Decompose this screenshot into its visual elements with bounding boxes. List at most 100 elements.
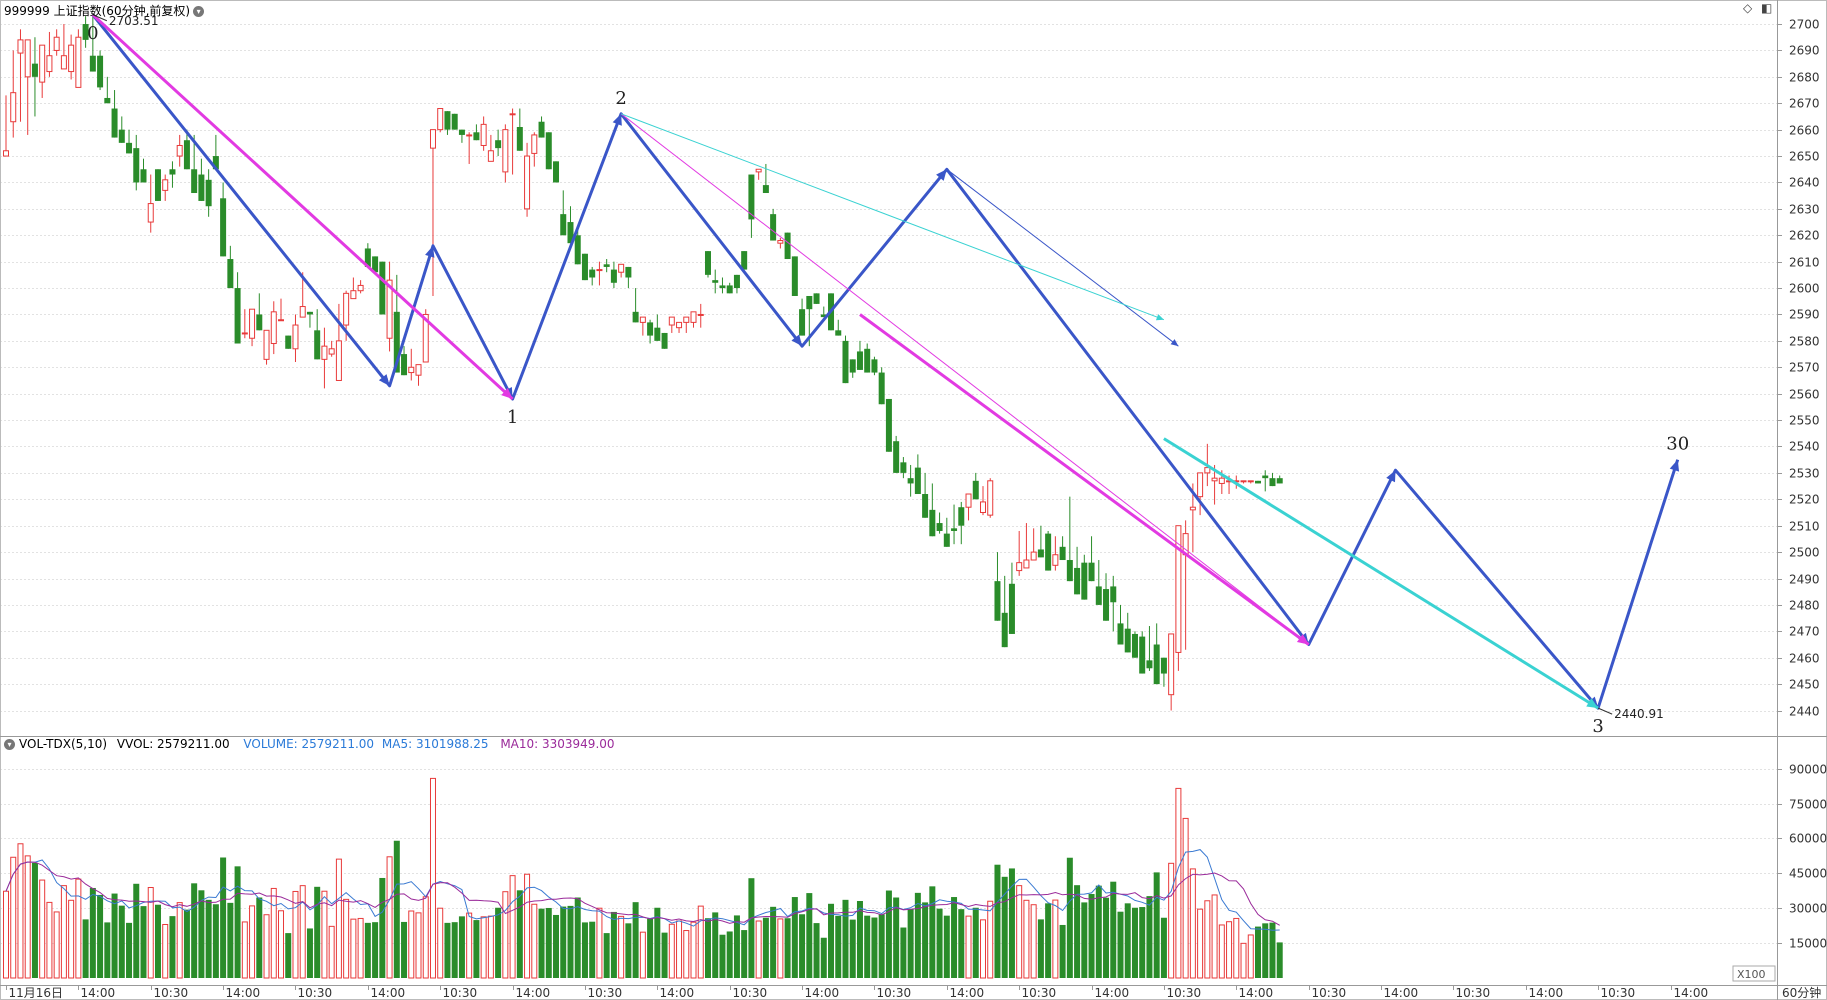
volume-bar (415, 912, 422, 979)
time-tick-label: 10:30 (1601, 986, 1636, 1000)
time-tick-label: 10:30 (1022, 986, 1057, 1000)
candle-body (183, 140, 190, 170)
candle-body (68, 44, 75, 73)
candle-body (212, 156, 219, 170)
candle-body (509, 113, 516, 116)
volume-bar (169, 916, 176, 978)
volume-bar (806, 893, 813, 978)
volume-bar (524, 873, 531, 979)
annotation-pointer (92, 14, 108, 22)
candle-body (495, 140, 502, 149)
candle-body (126, 142, 133, 154)
time-tick-label: 11月16日 (9, 986, 64, 1000)
volume-bar (907, 908, 914, 978)
candle-body (24, 39, 31, 78)
volume-bar (1088, 894, 1095, 978)
volume-bar (1153, 872, 1160, 978)
candle-body (531, 134, 538, 154)
candle-body (1131, 633, 1138, 658)
volume-bar (17, 843, 24, 979)
volume-bar (1103, 897, 1110, 978)
candle-body (3, 150, 9, 157)
volume-bar (958, 909, 965, 978)
volume-bar (60, 885, 67, 979)
volume-tick-label: 15000 (1789, 937, 1827, 951)
price-tick-label: 2440 (1789, 705, 1820, 719)
volume-bar (726, 931, 733, 978)
volume-bar (183, 909, 190, 978)
volume-bar (1255, 926, 1262, 978)
candle-body (951, 528, 958, 531)
candle-body (1240, 480, 1247, 483)
price-tick-label: 2610 (1789, 256, 1820, 270)
volume-tick-label: 90000 (1789, 763, 1827, 777)
volume-scale-box (1732, 965, 1776, 982)
time-tick-label: 10:30 (1456, 986, 1491, 1000)
candle-body (943, 533, 950, 547)
time-tick-label: 14:00 (226, 986, 261, 1000)
candle-body (422, 313, 429, 363)
volume-bar (1240, 942, 1247, 979)
price-tick-label: 2640 (1789, 176, 1820, 190)
volume-bar (900, 927, 907, 978)
candle-body (75, 36, 82, 88)
candle-body (726, 285, 733, 294)
candle-body (227, 259, 234, 289)
candle-body (169, 169, 176, 175)
candle-body (799, 309, 806, 336)
candle-body (82, 24, 89, 40)
volume-bar (538, 908, 545, 978)
time-tick-label: 14:00 (1095, 986, 1130, 1000)
candle-body (907, 478, 914, 484)
candle-body (1008, 583, 1015, 634)
candle-body (1052, 554, 1059, 566)
volume-bar (1139, 907, 1146, 978)
candle-body (1139, 636, 1146, 674)
candle-body (205, 179, 212, 207)
volume-bar (278, 910, 285, 979)
volume-bar (770, 906, 777, 978)
volume-bar (704, 918, 711, 978)
chart-title: 999999 上证指数(60分钟,前复权) ▾ (4, 2, 205, 19)
volume-bar (487, 915, 494, 979)
volume-bar (372, 922, 379, 978)
candle-body (118, 129, 125, 143)
price-tick-label: 2520 (1789, 493, 1820, 507)
volume-bar (176, 902, 183, 979)
time-tick-label: 14:00 (660, 986, 695, 1000)
chevron-down-icon[interactable]: ▾ (193, 6, 205, 17)
volume-bar (241, 921, 248, 979)
volume-bar (979, 919, 986, 979)
wave-line-magenta (620, 113, 1310, 645)
time-tick-label: 14:00 (1239, 986, 1274, 1000)
volume-bar (220, 857, 227, 978)
candle-body (1262, 475, 1269, 479)
candle-body (1197, 472, 1204, 498)
volume-bar (335, 858, 342, 979)
volume-bar (480, 916, 487, 979)
volume-bar (639, 931, 646, 979)
time-tick-label: 14:00 (1529, 986, 1564, 1000)
price-tick-label: 2480 (1789, 599, 1820, 613)
price-tick-label: 2500 (1789, 546, 1820, 560)
diamond-icon[interactable]: ◇ (1743, 1, 1753, 15)
candle-body (1095, 586, 1102, 605)
panel-toggle-icon[interactable]: ◧ (1761, 1, 1773, 15)
volume-bar (849, 919, 856, 978)
candle-body (1175, 525, 1182, 653)
candle-body (1117, 623, 1124, 645)
volume-bar (1204, 900, 1211, 979)
volume-bar (263, 914, 270, 979)
candle-body (415, 364, 422, 376)
ma10-line (5, 861, 1280, 926)
price-tick-label: 2660 (1789, 124, 1820, 138)
volume-bar (1233, 917, 1240, 979)
candle-body (1153, 644, 1160, 685)
candle-body (60, 55, 67, 70)
wave-lines (91, 13, 1680, 710)
candle-body (770, 214, 777, 241)
volume-bar (1182, 817, 1189, 979)
volume-bar (654, 907, 661, 978)
chevron-down-icon[interactable]: ▾ (4, 739, 15, 750)
volume-bar (581, 922, 588, 978)
